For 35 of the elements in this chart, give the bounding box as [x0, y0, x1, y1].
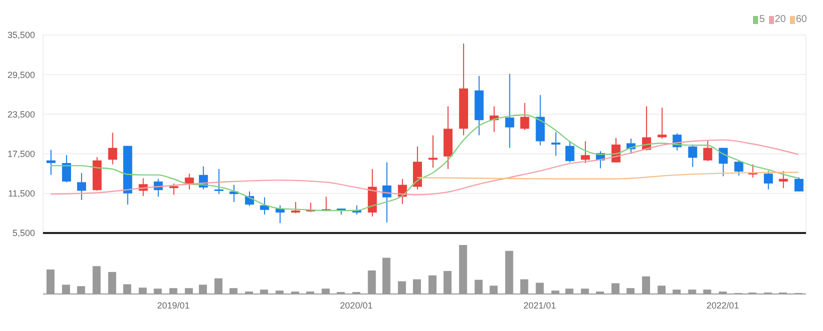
candlestick	[764, 170, 773, 190]
y-tick-label: 17,500	[7, 148, 35, 159]
y-tick-label: 5,500	[12, 228, 35, 238]
candlestick	[214, 168, 224, 195]
x-tick-label: 2021/01	[524, 300, 556, 310]
candlestick	[46, 149, 56, 176]
candlestick	[169, 183, 178, 196]
candlestick	[565, 141, 574, 163]
candlestick	[551, 132, 560, 156]
candlestick	[520, 102, 530, 131]
candlestick	[794, 177, 804, 192]
candlestick	[505, 73, 514, 148]
line-series	[50, 114, 800, 212]
candlestick	[658, 107, 667, 140]
x-tick-label: 2019/01	[157, 300, 190, 310]
candlestick	[382, 162, 392, 223]
candlestick	[291, 201, 300, 214]
candlestick	[260, 196, 270, 216]
candlestick	[62, 154, 72, 183]
y-tick-label: 11,500	[8, 188, 35, 199]
candlestick	[77, 172, 86, 200]
legend-label: 60	[796, 14, 807, 25]
candlestick	[734, 160, 744, 176]
legend-label: 20	[774, 14, 786, 25]
y-tick-label: 35,500	[7, 30, 35, 40]
candlestick	[108, 132, 118, 165]
x-tick-label: 2022/01	[706, 300, 740, 310]
candlestick	[703, 140, 712, 162]
candlestick	[778, 170, 788, 189]
legend-label: 5	[759, 14, 765, 25]
x-tick-label: 2020/01	[340, 300, 373, 310]
y-tick-label: 23,500	[7, 109, 35, 120]
candlestick	[688, 144, 698, 168]
y-tick-label: 29,500	[7, 70, 35, 80]
candlestick	[580, 140, 590, 164]
